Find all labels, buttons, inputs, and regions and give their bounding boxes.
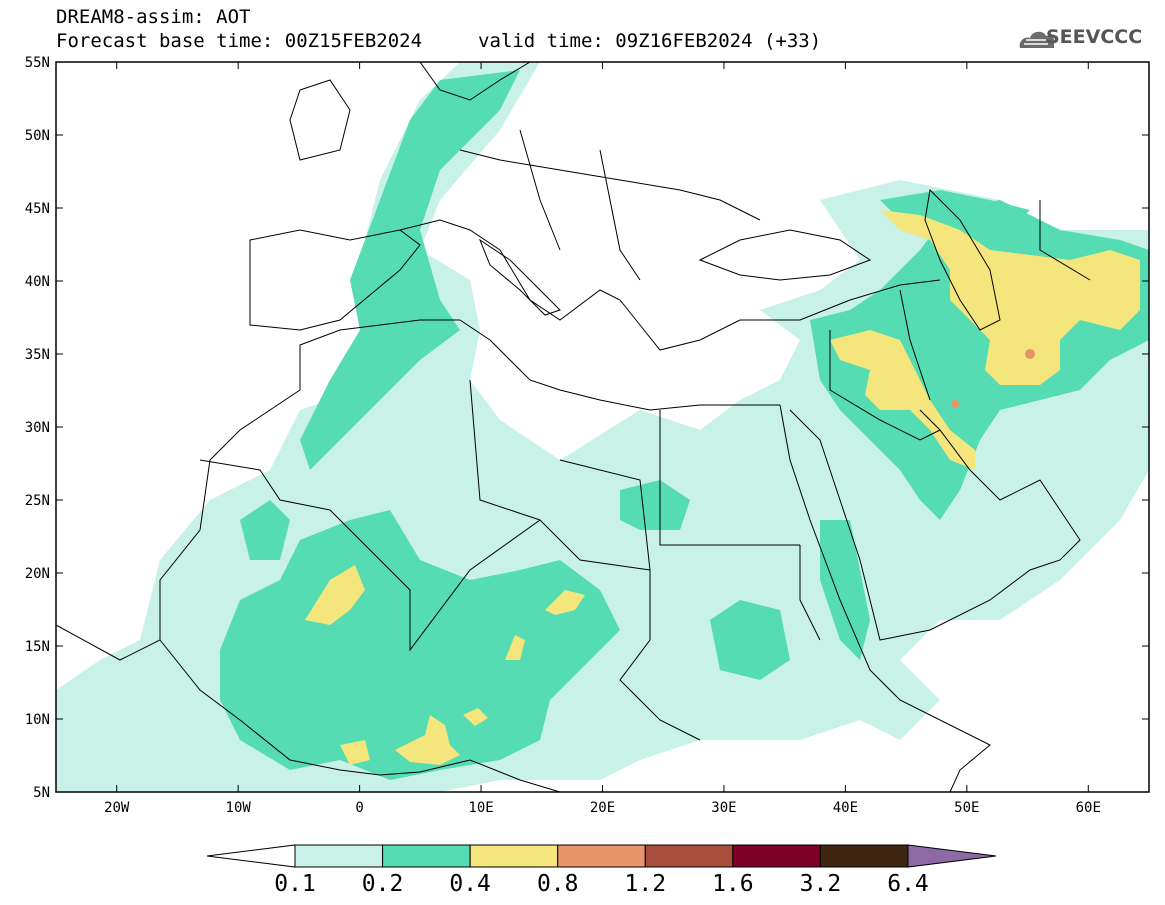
aot-field-mid <box>820 520 870 660</box>
y-tick-label: 40N <box>25 274 50 290</box>
colorbar-under-arrow <box>206 844 296 868</box>
coastline-gulf-of-guinea <box>159 639 561 792</box>
coastline-europe <box>399 219 941 351</box>
coastline-north-africa <box>459 319 780 411</box>
aot-field-mid <box>240 500 290 560</box>
y-tick-label: 15N <box>25 639 50 655</box>
coastline-black-sea <box>698 229 872 281</box>
colorbar-segment <box>557 844 646 868</box>
y-tick-label: 20N <box>25 566 50 582</box>
coastline-scandinavia <box>419 62 531 101</box>
colorbar-label: 1.6 <box>712 871 754 897</box>
border-europe <box>459 129 761 281</box>
aot-field-high <box>830 330 975 470</box>
aot-field-high <box>463 708 488 726</box>
colorbar-segment <box>644 844 734 868</box>
x-tick-label: 50E <box>954 800 979 816</box>
valid-time: valid time: 09Z16FEB2024 (+33) <box>478 30 822 52</box>
colorbar-segment <box>819 844 909 868</box>
y-tick-label: 35N <box>25 347 50 363</box>
aot-field-high <box>505 635 525 660</box>
cloud-logo-icon <box>1019 31 1055 48</box>
x-tick-label: 20W <box>104 800 130 816</box>
x-axis: 20W 10W 0 10E 20E 30E 40E 50E 60E <box>104 62 1101 816</box>
border-libya-egypt <box>659 410 800 546</box>
border-middle-east <box>829 200 1091 441</box>
coastline-arabia <box>789 409 1081 641</box>
y-tick-label: 50N <box>25 128 50 144</box>
coastlines-and-borders <box>56 62 1091 792</box>
colorbar-label: 3.2 <box>800 871 842 897</box>
forecast-base-time: Forecast base time: 00Z15FEB2024 <box>56 30 423 52</box>
colorbar-label: 0.4 <box>449 871 491 897</box>
colorbar-label: 6.4 <box>887 871 929 897</box>
x-tick-label: 30E <box>711 800 736 816</box>
y-axis: 5N 10N 15N 20N 25N 30N 35N 40N 45N 50N 55N <box>25 55 1149 801</box>
colorbar-label: 0.8 <box>537 871 579 897</box>
x-tick-label: 0 <box>355 800 363 816</box>
aot-field-mid <box>710 600 790 680</box>
colorbar-segment <box>382 844 471 868</box>
colorbar-segment <box>469 844 559 868</box>
y-tick-label: 5N <box>33 785 50 801</box>
coastline-british-isles <box>289 79 351 161</box>
logo-text: SEEVCCC <box>1046 26 1143 48</box>
colorbar-label: 0.1 <box>274 871 316 897</box>
aot-field-mid <box>620 480 690 530</box>
aot-fields <box>56 62 1149 792</box>
y-tick-label: 45N <box>25 201 50 217</box>
y-tick-label: 30N <box>25 420 50 436</box>
y-tick-label: 25N <box>25 493 50 509</box>
y-tick-label: 10N <box>25 712 50 728</box>
border-sahara <box>469 379 651 571</box>
aot-field-high <box>880 210 1140 385</box>
aot-field-high <box>395 715 460 765</box>
coastline-west-africa <box>56 319 460 661</box>
colorbar: 0.1 0.2 0.4 0.8 1.2 1.6 3.2 6.4 <box>206 844 997 897</box>
x-tick-label: 20E <box>590 800 615 816</box>
map-title: DREAM8-assim: AOT <box>56 6 251 28</box>
aot-field-mid <box>300 70 520 470</box>
x-tick-label: 10W <box>226 800 252 816</box>
y-tick-label: 55N <box>25 55 50 71</box>
colorbar-over-arrow <box>907 844 997 868</box>
aot-field-peak <box>1025 349 1035 359</box>
coastline-red-sea-west <box>779 404 991 792</box>
aot-field-mid <box>220 510 620 780</box>
aot-field-high <box>305 565 365 625</box>
aot-field-high <box>545 590 585 615</box>
x-tick-label: 10E <box>468 800 493 816</box>
aot-field-high <box>340 740 370 765</box>
colorbar-label: 0.2 <box>362 871 404 897</box>
border-mali-niger <box>199 459 651 652</box>
coastline-caspian <box>924 188 1001 331</box>
coastline-iberia <box>249 229 421 331</box>
border-east-africa <box>619 545 821 741</box>
colorbar-label: 1.2 <box>625 871 667 897</box>
x-tick-label: 40E <box>833 800 858 816</box>
aot-field-peak <box>951 400 959 408</box>
colorbar-segment <box>294 844 384 868</box>
coastline-italy <box>478 238 561 316</box>
colorbar-segment <box>732 844 821 868</box>
x-tick-label: 60E <box>1076 800 1101 816</box>
